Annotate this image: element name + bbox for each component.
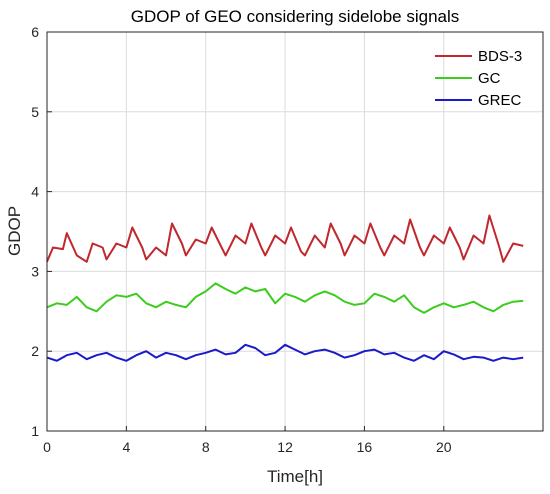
- x-tick-label: 20: [436, 439, 452, 455]
- series-line-gc: [46, 282, 524, 314]
- x-tick-label: 16: [357, 439, 373, 455]
- y-axis-ticks: 1 2 3 4 5 6: [31, 24, 52, 439]
- x-tick-label: 4: [122, 439, 130, 455]
- x-tick-label: 12: [277, 439, 293, 455]
- chart-legend: BDS-3 GC GREC: [435, 48, 522, 109]
- chart-title: GDOP of GEO considering sidelobe signals: [131, 7, 460, 26]
- series-line-grec: [46, 343, 524, 362]
- y-tick-label: 4: [31, 184, 39, 200]
- x-axis-ticks: 0 4 8 12 16 20: [43, 426, 452, 455]
- y-tick-label: 5: [31, 104, 39, 120]
- x-tick-label: 8: [202, 439, 210, 455]
- legend-label-bds-3: BDS-3: [478, 48, 522, 65]
- y-tick-label: 1: [31, 423, 39, 439]
- x-axis-title: Time[h]: [267, 467, 323, 486]
- legend-label-grec: GREC: [478, 92, 522, 109]
- y-tick-label: 3: [31, 263, 39, 279]
- legend-label-gc: GC: [478, 70, 501, 87]
- plot-series: [46, 214, 524, 362]
- series-line-bds-3: [46, 214, 524, 263]
- y-tick-label: 2: [31, 343, 39, 359]
- y-tick-label: 6: [31, 24, 39, 40]
- plot-frame: [46, 31, 544, 432]
- y-axis-title: GDOP: [5, 206, 24, 256]
- x-tick-label: 0: [43, 439, 51, 455]
